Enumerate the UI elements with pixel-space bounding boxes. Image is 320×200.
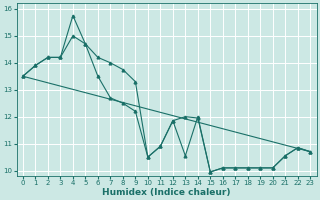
X-axis label: Humidex (Indice chaleur): Humidex (Indice chaleur) — [102, 188, 231, 197]
